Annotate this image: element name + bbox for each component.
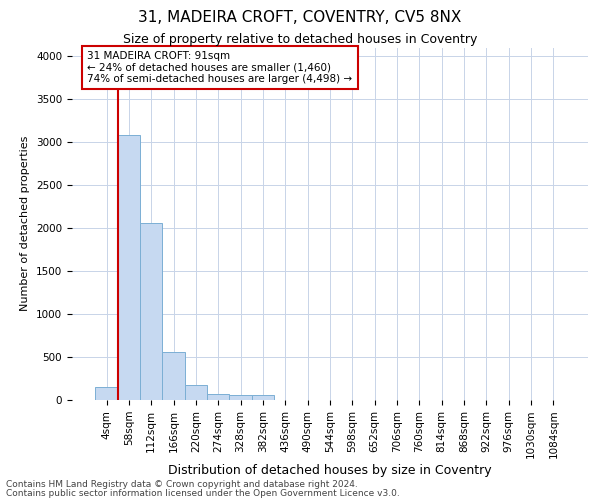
Text: Size of property relative to detached houses in Coventry: Size of property relative to detached ho… xyxy=(123,32,477,46)
X-axis label: Distribution of detached houses by size in Coventry: Distribution of detached houses by size … xyxy=(168,464,492,477)
Bar xyxy=(95,387,118,400)
Y-axis label: Number of detached properties: Number of detached properties xyxy=(20,136,31,312)
Bar xyxy=(140,223,163,400)
Bar xyxy=(207,394,229,400)
Text: 31, MADEIRA CROFT, COVENTRY, CV5 8NX: 31, MADEIRA CROFT, COVENTRY, CV5 8NX xyxy=(139,10,461,25)
Bar xyxy=(229,396,252,400)
Text: Contains HM Land Registry data © Crown copyright and database right 2024.: Contains HM Land Registry data © Crown c… xyxy=(6,480,358,489)
Bar xyxy=(252,396,274,400)
Bar xyxy=(163,352,185,400)
Bar xyxy=(185,384,207,400)
Text: 31 MADEIRA CROFT: 91sqm
← 24% of detached houses are smaller (1,460)
74% of semi: 31 MADEIRA CROFT: 91sqm ← 24% of detache… xyxy=(88,51,353,84)
Bar xyxy=(118,135,140,400)
Text: Contains public sector information licensed under the Open Government Licence v3: Contains public sector information licen… xyxy=(6,488,400,498)
